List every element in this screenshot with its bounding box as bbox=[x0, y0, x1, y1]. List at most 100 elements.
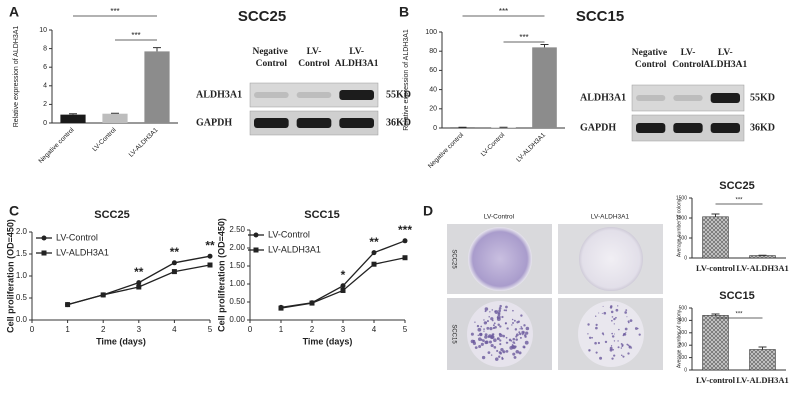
error-bar bbox=[758, 346, 767, 350]
colony bbox=[515, 338, 518, 341]
colony bbox=[499, 343, 502, 346]
blot-size-label: 36KD bbox=[386, 117, 411, 128]
colony bbox=[613, 354, 616, 357]
y-tick-label: 1.00 bbox=[229, 279, 245, 288]
bar bbox=[102, 113, 128, 123]
colony bbox=[490, 354, 493, 356]
y-tick-label: 60 bbox=[429, 67, 437, 74]
colony bbox=[522, 331, 525, 334]
x-tick-label: LV-Control bbox=[480, 131, 507, 158]
colony bbox=[622, 355, 625, 358]
colony bbox=[523, 346, 526, 349]
colony bbox=[481, 355, 486, 360]
blot-band bbox=[710, 123, 740, 133]
colony bbox=[615, 316, 617, 319]
colony bbox=[625, 331, 627, 334]
colony bbox=[506, 327, 509, 330]
legend-marker bbox=[253, 247, 259, 253]
colony bbox=[625, 309, 628, 312]
marker bbox=[136, 280, 142, 286]
colony bbox=[620, 347, 623, 349]
marker bbox=[402, 255, 408, 261]
y-tick-label: 400 bbox=[679, 318, 688, 324]
y-tick-label: 2.00 bbox=[229, 243, 245, 252]
colony bbox=[483, 328, 485, 330]
legend-label: LV-Control bbox=[56, 232, 98, 242]
colony bbox=[477, 327, 482, 332]
colony bbox=[610, 345, 613, 347]
colony bbox=[624, 327, 628, 331]
colony bbox=[601, 332, 604, 335]
y-tick-label: 6 bbox=[43, 64, 47, 71]
x-tick-label: 1 bbox=[279, 325, 284, 334]
colony bbox=[611, 335, 615, 338]
colony bbox=[486, 326, 490, 330]
panel-label: D bbox=[423, 203, 433, 219]
marker bbox=[171, 260, 177, 266]
x-tick-label: 4 bbox=[172, 325, 177, 334]
colony bbox=[511, 324, 513, 326]
colony bbox=[490, 335, 495, 339]
y-tick-label: 500 bbox=[679, 235, 688, 241]
colony bbox=[611, 319, 613, 322]
colony bbox=[612, 348, 615, 351]
y-tick-label: 10 bbox=[39, 27, 47, 34]
row-label: SCC25 bbox=[450, 249, 456, 269]
colony bbox=[587, 333, 589, 335]
bar bbox=[532, 47, 557, 128]
significance-label: *** bbox=[735, 198, 743, 204]
y-tick-label: 100 bbox=[425, 29, 437, 36]
colony bbox=[518, 332, 522, 336]
colony bbox=[610, 310, 614, 314]
colony bbox=[504, 322, 508, 325]
y-axis-label: Relative expression of ALDH3A1 bbox=[403, 29, 410, 131]
colony bbox=[486, 320, 489, 323]
x-tick-label: LV-control bbox=[696, 263, 736, 273]
colony bbox=[615, 308, 619, 312]
y-axis-label: Cell proliferation (OD=450) bbox=[5, 219, 15, 333]
colony bbox=[595, 351, 598, 354]
colony bbox=[493, 322, 496, 325]
colony bbox=[627, 344, 629, 346]
legend-label: LV-Control bbox=[268, 229, 310, 239]
y-tick-label: 40 bbox=[429, 86, 437, 93]
colony bbox=[634, 327, 638, 330]
legend-label: LV-ALDH3A1 bbox=[268, 244, 321, 254]
colony bbox=[524, 335, 527, 338]
colony bbox=[499, 339, 502, 342]
panel-label: C bbox=[9, 203, 19, 219]
colony bbox=[627, 320, 630, 323]
y-tick-label: 2.0 bbox=[16, 227, 28, 236]
colony bbox=[473, 339, 475, 342]
colony bbox=[591, 336, 593, 339]
colony bbox=[478, 337, 482, 341]
colony bbox=[497, 311, 501, 315]
x-tick-label: LV-Control bbox=[91, 126, 118, 153]
chart-title: SCC25 bbox=[94, 209, 129, 221]
significance-label: *** bbox=[735, 312, 743, 318]
colony bbox=[484, 307, 489, 311]
colony bbox=[525, 331, 529, 335]
legend-marker bbox=[41, 235, 47, 241]
colony bbox=[498, 307, 502, 310]
colony bbox=[598, 312, 600, 314]
blot-band bbox=[339, 118, 374, 128]
colony bbox=[502, 334, 506, 338]
colony bbox=[497, 323, 500, 327]
marker bbox=[207, 253, 213, 259]
colony bbox=[498, 355, 501, 358]
x-tick-label: 5 bbox=[208, 325, 213, 334]
colony bbox=[498, 309, 501, 313]
significance-label: *** bbox=[499, 7, 508, 16]
colony bbox=[627, 352, 630, 355]
marker bbox=[65, 302, 71, 308]
colony bbox=[512, 309, 514, 312]
y-tick-label: 1500 bbox=[676, 195, 687, 201]
dish bbox=[579, 227, 643, 291]
significance-label: *** bbox=[519, 33, 528, 42]
colony bbox=[510, 340, 513, 342]
colony bbox=[484, 335, 488, 339]
colony bbox=[525, 326, 530, 331]
blot-column-label: Negative Control bbox=[252, 47, 290, 69]
